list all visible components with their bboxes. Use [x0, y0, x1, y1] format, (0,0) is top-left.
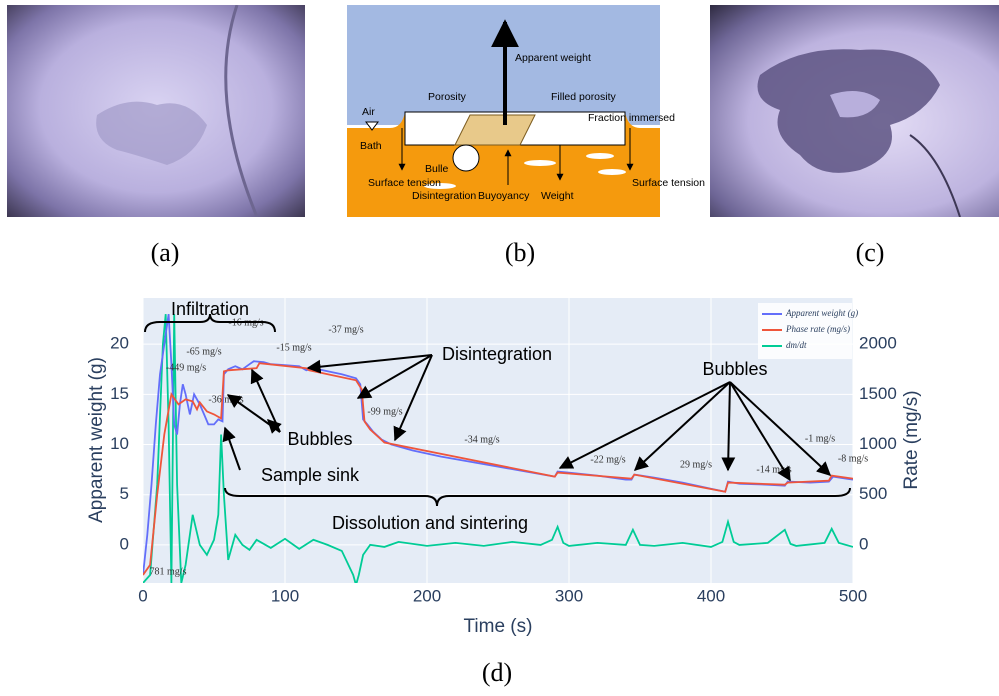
diagram-label: Apparent weight: [515, 52, 591, 64]
diagram-label: Surface tension: [368, 177, 441, 189]
diagram-label: Weight: [541, 190, 574, 202]
rate-label: -8 mg/s: [838, 453, 868, 464]
diagram: Apparent weight Air Porosity Filled porosit…: [347, 5, 705, 217]
rate-label: 29 mg/s: [680, 459, 712, 470]
annotation: Bubbles: [702, 359, 767, 379]
rate-label: -34 mg/s: [464, 434, 499, 445]
panel-label: (c): [856, 238, 885, 268]
annotation: Sample sink: [261, 465, 360, 485]
annotation: Dissolution and sintering: [332, 513, 528, 533]
x-tick-label: 200: [413, 586, 441, 605]
y2-axis-title: Rate (mg/s): [901, 390, 922, 489]
panel-label: (b): [505, 238, 535, 268]
diagram-label: Filled porosity: [551, 91, 617, 103]
legend-label: Apparent weight (g): [785, 308, 858, 318]
x-axis-title: Time (s): [464, 616, 533, 637]
y-axis-title: Apparent weight (g): [86, 357, 107, 523]
annotation: Disintegration: [442, 344, 552, 364]
diagram-label: Bath: [360, 140, 382, 152]
rate-label: -449 mg/s: [166, 362, 206, 373]
diagram-label: Bulle: [425, 163, 449, 175]
chart: Apparent weight Air Porosity Filled porosit…: [0, 0, 999, 696]
figure: Apparent weight Air Porosity Filled porosit…: [0, 0, 999, 696]
y-tick-label: 10: [110, 434, 129, 453]
y-tick-label: 15: [110, 384, 129, 403]
x-tick-label: 0: [138, 586, 147, 605]
x-tick-label: 300: [555, 586, 583, 605]
panel-label: (d): [482, 658, 512, 688]
diagram-label: Buyoyancy: [478, 190, 530, 202]
y-tick-label: 0: [120, 534, 129, 553]
rate-label: -99 mg/s: [367, 406, 402, 417]
diagram-label: Fraction immersed: [588, 112, 675, 124]
panel-label: (a): [151, 238, 180, 268]
x-tick-label: 100: [271, 586, 299, 605]
rate-label: -65 mg/s: [186, 346, 221, 357]
y-tick-label: 5: [120, 484, 129, 503]
rate-label: -37 mg/s: [328, 324, 363, 335]
y2-tick-label: 500: [859, 484, 887, 503]
diagram-label: Disintegration: [412, 190, 476, 202]
y2-tick-label: 1500: [859, 384, 897, 403]
y-tick-label: 20: [110, 334, 129, 353]
y2-tick-label: 0: [859, 534, 868, 553]
rate-label: -1 mg/s: [805, 433, 835, 444]
x-tick-label: 500: [839, 586, 867, 605]
legend-label: dm/dt: [786, 340, 807, 350]
rate-label: 781 mg/s: [150, 566, 187, 577]
y2-tick-label: 2000: [859, 334, 897, 353]
rate-label: -22 mg/s: [590, 454, 625, 465]
legend-label: Phase rate (mg/s): [785, 324, 850, 334]
y2-tick-label: 1000: [859, 434, 897, 453]
diagram-label: Surface tension: [632, 177, 705, 189]
diagram-label: Porosity: [428, 91, 467, 103]
rate-label: -15 mg/s: [276, 342, 311, 353]
diagram-label: Air: [362, 106, 375, 118]
x-tick-label: 400: [697, 586, 725, 605]
annotation: Bubbles: [287, 429, 352, 449]
